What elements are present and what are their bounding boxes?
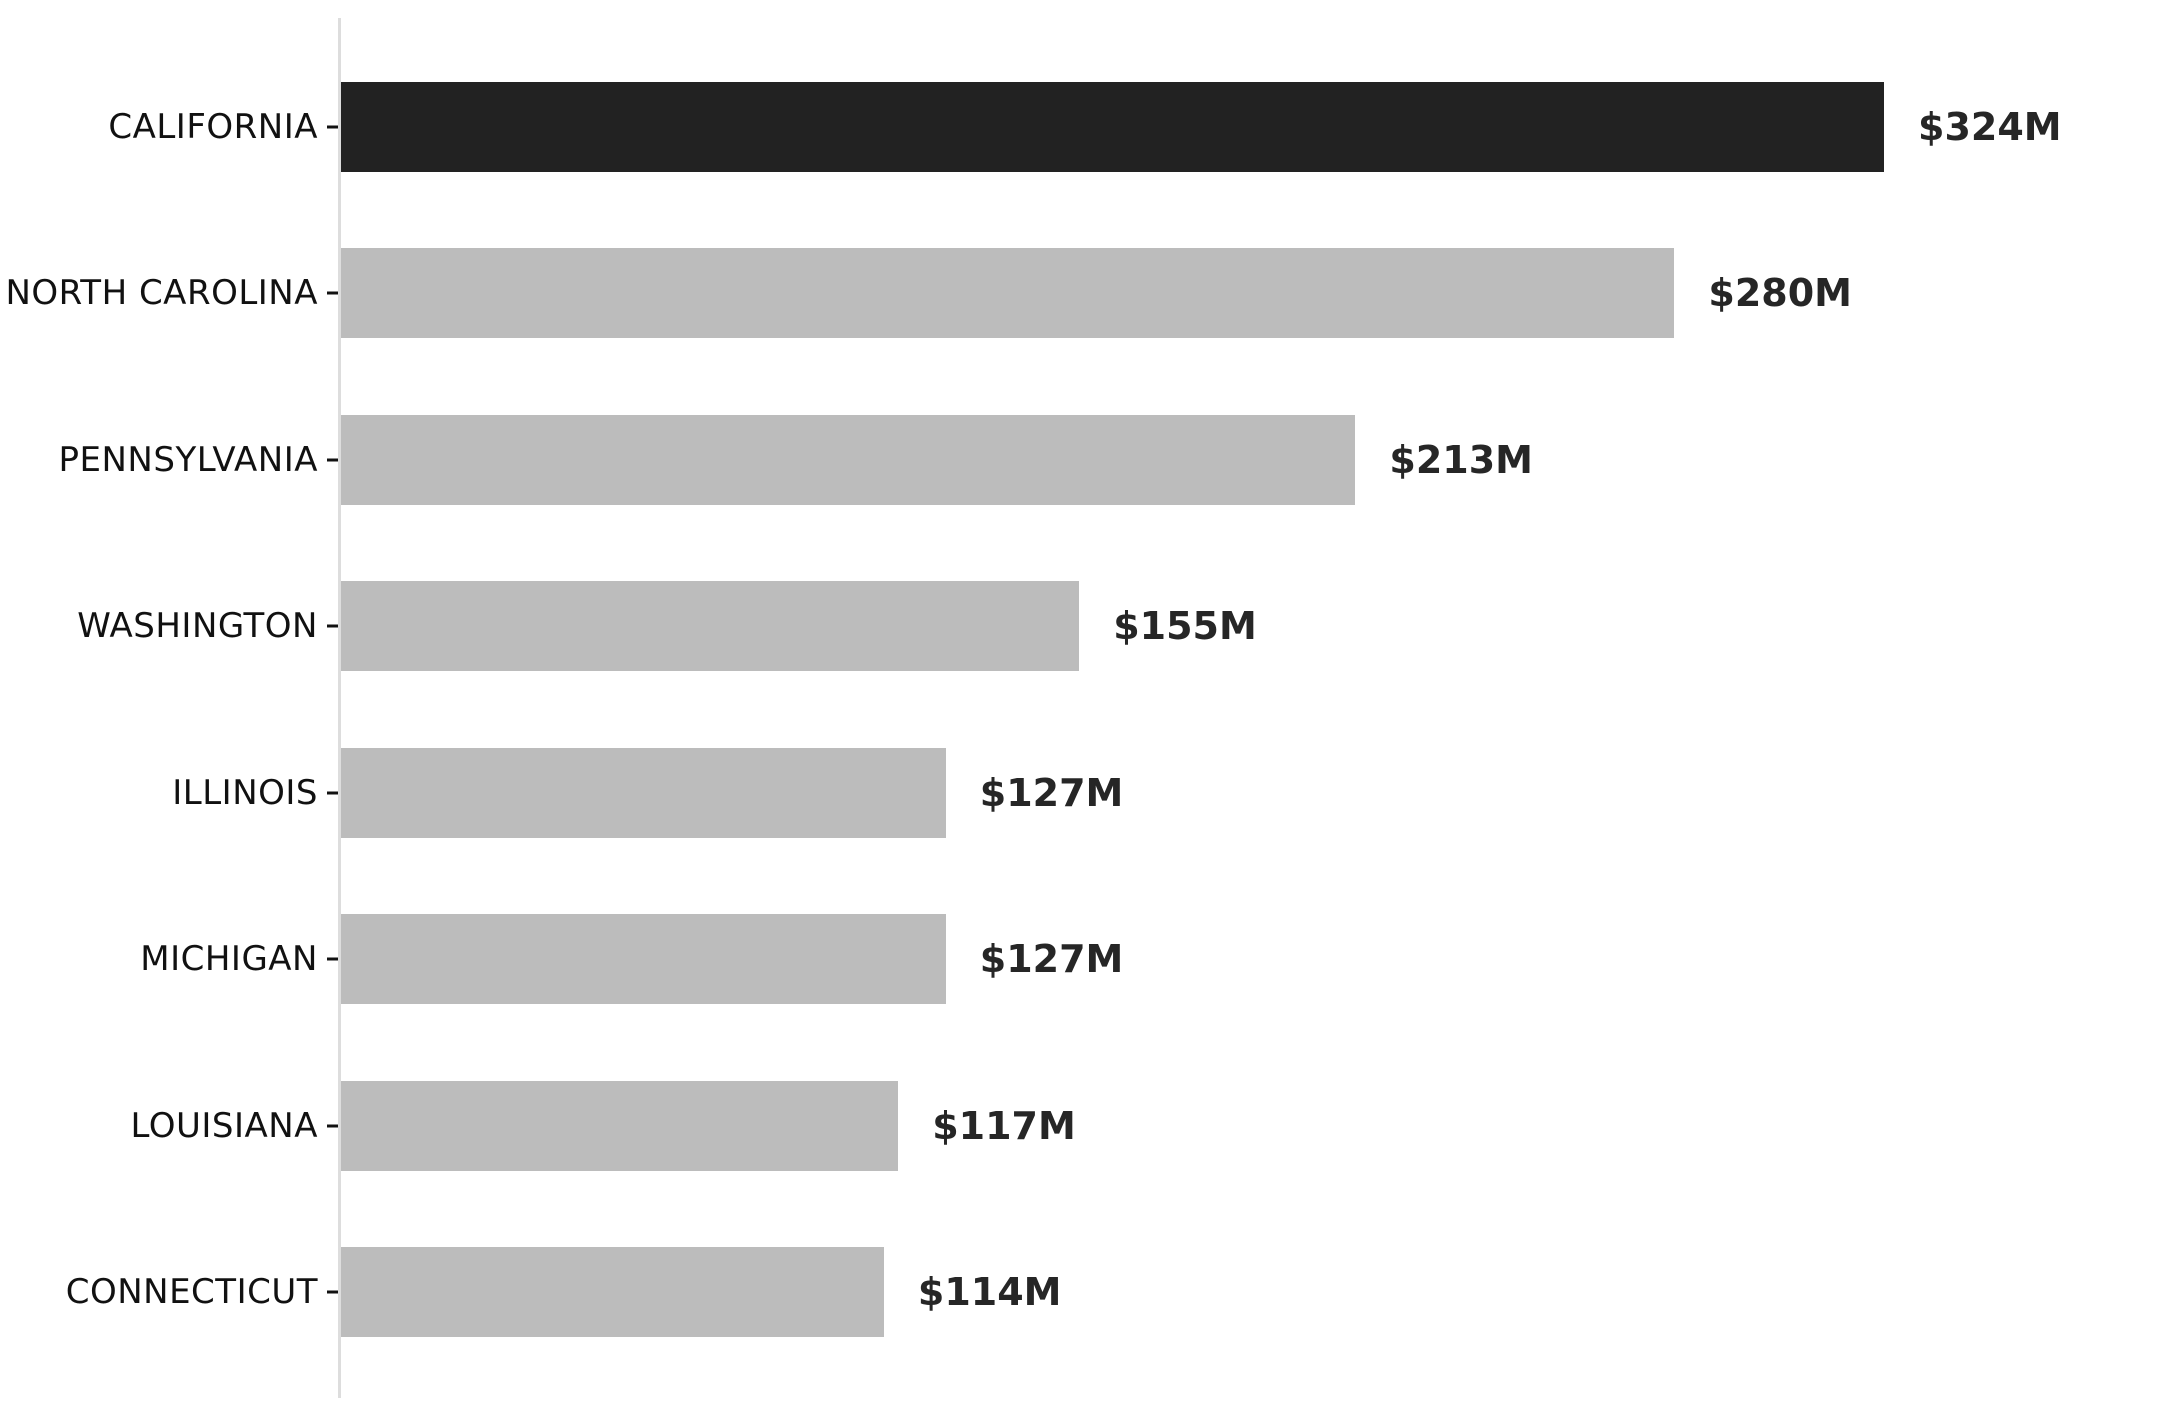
category-label: PENNSYLVANIA [58, 439, 318, 480]
bar [341, 81, 1884, 172]
bar-row: CALIFORNIA $324M [0, 44, 2180, 210]
category-label: LOUISIANA [130, 1105, 318, 1146]
category-label: CONNECTICUT [65, 1271, 318, 1312]
bar-row: MICHIGAN $127M [0, 876, 2180, 1042]
bar-row: ILLINOIS $127M [0, 710, 2180, 876]
category-label: MICHIGAN [140, 939, 318, 980]
axis-tick [327, 291, 338, 295]
value-label: $280M [1708, 271, 1852, 316]
bar-row: LOUISIANA $117M [0, 1042, 2180, 1208]
category-label: NORTH CAROLINA [5, 273, 318, 314]
category-label: CALIFORNIA [108, 106, 318, 147]
axis-tick [327, 957, 338, 961]
value-label: $127M [979, 770, 1124, 815]
y-axis-line [338, 18, 341, 1398]
value-label: $324M [1918, 104, 2062, 149]
bar-row: WASHINGTON $155M [0, 543, 2180, 709]
axis-tick [327, 624, 338, 628]
bar-row: PENNSYLVANIA $213M [0, 377, 2180, 543]
category-label: ILLINOIS [172, 772, 318, 813]
axis-tick [327, 1124, 338, 1128]
bar [341, 1246, 884, 1337]
bar [341, 914, 946, 1005]
category-label: WASHINGTON [77, 606, 318, 647]
value-label: $117M [932, 1103, 1076, 1148]
value-label: $213M [1389, 437, 1533, 482]
value-label: $155M [1113, 604, 1257, 649]
value-label: $114M [917, 1269, 1062, 1314]
bar [341, 581, 1080, 672]
bar [341, 747, 946, 838]
bar [341, 248, 1675, 339]
bar [341, 414, 1356, 505]
value-label: $127M [979, 937, 1124, 982]
axis-tick [327, 458, 338, 462]
axis-tick [327, 125, 338, 129]
bar-row: CONNECTICUT $114M [0, 1209, 2180, 1375]
bar-row: NORTH CAROLINA $280M [0, 210, 2180, 376]
axis-tick [327, 1290, 338, 1294]
bar [341, 1080, 899, 1171]
axis-tick [327, 791, 338, 795]
